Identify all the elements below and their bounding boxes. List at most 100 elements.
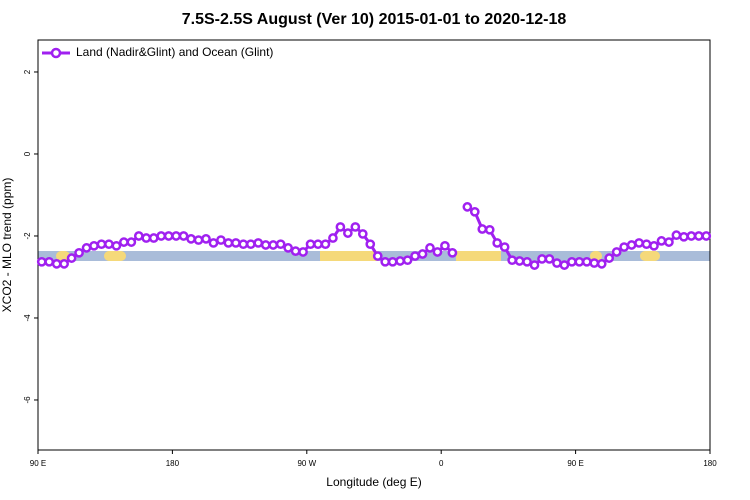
data-point (141, 233, 152, 243)
data-point (133, 231, 144, 241)
land-segment (56, 251, 70, 261)
y-tick-label: -4 (23, 314, 32, 322)
data-point (552, 258, 562, 268)
data-point (245, 239, 256, 250)
data-point (507, 255, 517, 266)
land-segment (456, 251, 501, 261)
data-point (559, 260, 570, 270)
data-point (178, 231, 189, 241)
data-point (604, 253, 615, 263)
data-point (104, 239, 114, 250)
x-tick-label: 90 W (297, 459, 316, 468)
data-point (81, 243, 92, 253)
y-tick-label: 0 (23, 151, 32, 156)
x-axis-label: Longitude (deg E) (326, 475, 421, 489)
x-tick-label: 180 (703, 459, 717, 468)
data-point (305, 239, 316, 250)
data-point (447, 247, 458, 258)
data-point (313, 239, 323, 250)
data-point (537, 254, 547, 264)
data-point (216, 235, 226, 245)
data-point (686, 231, 697, 241)
data-point (417, 249, 428, 259)
data-point (89, 240, 99, 251)
data-point (626, 240, 637, 250)
land-segment (640, 251, 660, 261)
data-point (514, 256, 525, 266)
data-point (574, 256, 585, 267)
data-point (649, 240, 659, 251)
data-point (111, 240, 122, 251)
data-point (126, 237, 137, 247)
legend-label: Land (Nadir&Glint) and Ocean (Glint) (76, 45, 273, 59)
data-point (372, 251, 383, 261)
data-point (634, 238, 644, 248)
data-point (567, 256, 577, 267)
data-point (357, 229, 368, 239)
land-segment (104, 251, 126, 261)
y-axis-label: XCO2 - MLO trend (ppm) (0, 178, 14, 313)
data-point (387, 256, 398, 267)
data-point (395, 256, 405, 266)
data-point (66, 253, 77, 263)
chart-title: 7.5S-2.5S August (Ver 10) 2015-01-01 to … (182, 11, 567, 28)
data-point (298, 247, 308, 257)
x-tick-label: 180 (166, 459, 180, 468)
data-point (44, 256, 55, 267)
data-point (641, 239, 652, 250)
data-point (469, 206, 480, 217)
data-point (260, 240, 271, 250)
data-point (231, 238, 241, 248)
x-tick-label: 90 E (30, 459, 46, 468)
data-point (208, 238, 219, 248)
data-point (611, 247, 622, 257)
data-point (492, 238, 503, 248)
data-point (380, 256, 391, 267)
data-point (148, 233, 159, 243)
data-point (462, 202, 473, 212)
data-point (581, 256, 592, 267)
data-point (544, 254, 555, 264)
data-point (701, 231, 712, 241)
data-point (596, 259, 607, 269)
data-point (96, 239, 107, 250)
data-point (499, 242, 510, 252)
legend: Land (Nadir&Glint) and Ocean (Glint) (42, 45, 273, 59)
data-point (268, 240, 279, 250)
data-point (163, 231, 174, 241)
data-point (365, 239, 376, 250)
land-segment (320, 251, 378, 261)
data-point (440, 240, 450, 251)
plot-frame (37, 39, 711, 451)
data-point (656, 236, 667, 246)
data-point (402, 255, 413, 266)
data-point (425, 243, 435, 253)
data-point (201, 234, 211, 244)
data-point (335, 222, 346, 232)
data-point (283, 243, 293, 253)
data-point (693, 231, 704, 241)
x-tick-label: 90 E (567, 459, 583, 468)
y-tick-label: -6 (23, 396, 32, 404)
data-point (410, 251, 420, 261)
data-point (343, 228, 353, 238)
data-point (484, 224, 495, 235)
data-point (529, 260, 540, 270)
data-point (193, 235, 204, 245)
data-point (275, 239, 286, 250)
data-point (223, 238, 234, 248)
data-point (477, 224, 488, 234)
x-tick-label: 0 (439, 459, 444, 468)
data-point (253, 238, 264, 248)
data-point (432, 247, 443, 257)
data-point (171, 231, 181, 241)
data-point (350, 222, 361, 232)
data-point (589, 258, 600, 268)
data-point (238, 239, 249, 250)
data-point (290, 246, 301, 256)
data-point (36, 256, 47, 267)
data-point (664, 237, 674, 247)
data-point (74, 247, 84, 258)
data-point (119, 237, 129, 247)
